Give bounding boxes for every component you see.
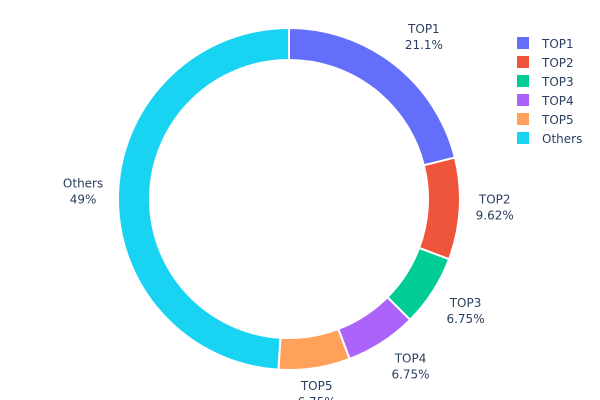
slice-label-value: 6.75%: [298, 395, 336, 400]
legend-label: TOP4: [541, 94, 574, 108]
slice-label-value: 49%: [70, 192, 97, 206]
legend-label: TOP3: [541, 75, 574, 89]
donut-slices: [117, 26, 461, 371]
slice-label-name: Others: [63, 176, 103, 190]
legend-swatch: [517, 94, 529, 106]
legend-label: TOP1: [541, 37, 574, 51]
legend-item-top2[interactable]: TOP2: [517, 56, 574, 70]
slice-label-value: 9.62%: [476, 209, 514, 223]
legend: TOP1 TOP2 TOP3 TOP4 TOP5 Others: [517, 37, 582, 146]
legend-label: TOP2: [541, 56, 574, 70]
legend-swatch: [517, 113, 529, 125]
slice-top5[interactable]: [277, 327, 351, 371]
slice-label-value: 6.75%: [446, 312, 484, 326]
slice-label-name: TOP1: [407, 22, 440, 36]
slice-label-top4: TOP4 6.75%: [391, 351, 429, 381]
legend-swatch: [517, 75, 529, 87]
slice-label-name: TOP5: [300, 379, 333, 393]
slice-labels: TOP1 21.1%TOP2 9.62%TOP3 6.75%TOP4 6.75%TOP5…: [63, 22, 514, 400]
slice-label-top2: TOP2 9.62%: [476, 193, 514, 223]
slice-label-top1: TOP1 21.1%: [405, 22, 443, 52]
legend-item-top4[interactable]: TOP4: [517, 94, 574, 108]
slice-label-others: Others 49%: [63, 176, 103, 206]
legend-item-top5[interactable]: TOP5: [517, 113, 574, 127]
slice-top2[interactable]: [417, 156, 461, 261]
slice-label-name: TOP4: [394, 351, 427, 365]
slice-label-top5: TOP5 6.75%: [298, 379, 336, 400]
legend-label: TOP5: [541, 113, 574, 127]
legend-item-top3[interactable]: TOP3: [517, 75, 574, 89]
legend-swatch: [517, 56, 529, 68]
legend-item-top1[interactable]: TOP1: [517, 37, 574, 51]
slice-label-name: TOP3: [449, 296, 482, 310]
legend-label: Others: [542, 132, 582, 146]
slice-label-name: TOP2: [478, 193, 511, 207]
legend-swatch: [517, 132, 529, 144]
slice-label-value: 21.1%: [405, 38, 443, 52]
slice-label-value: 6.75%: [391, 367, 429, 381]
legend-swatch: [517, 37, 529, 49]
slice-others[interactable]: [117, 26, 290, 371]
legend-item-others[interactable]: Others: [517, 132, 582, 146]
slice-label-top3: TOP3 6.75%: [446, 296, 484, 326]
